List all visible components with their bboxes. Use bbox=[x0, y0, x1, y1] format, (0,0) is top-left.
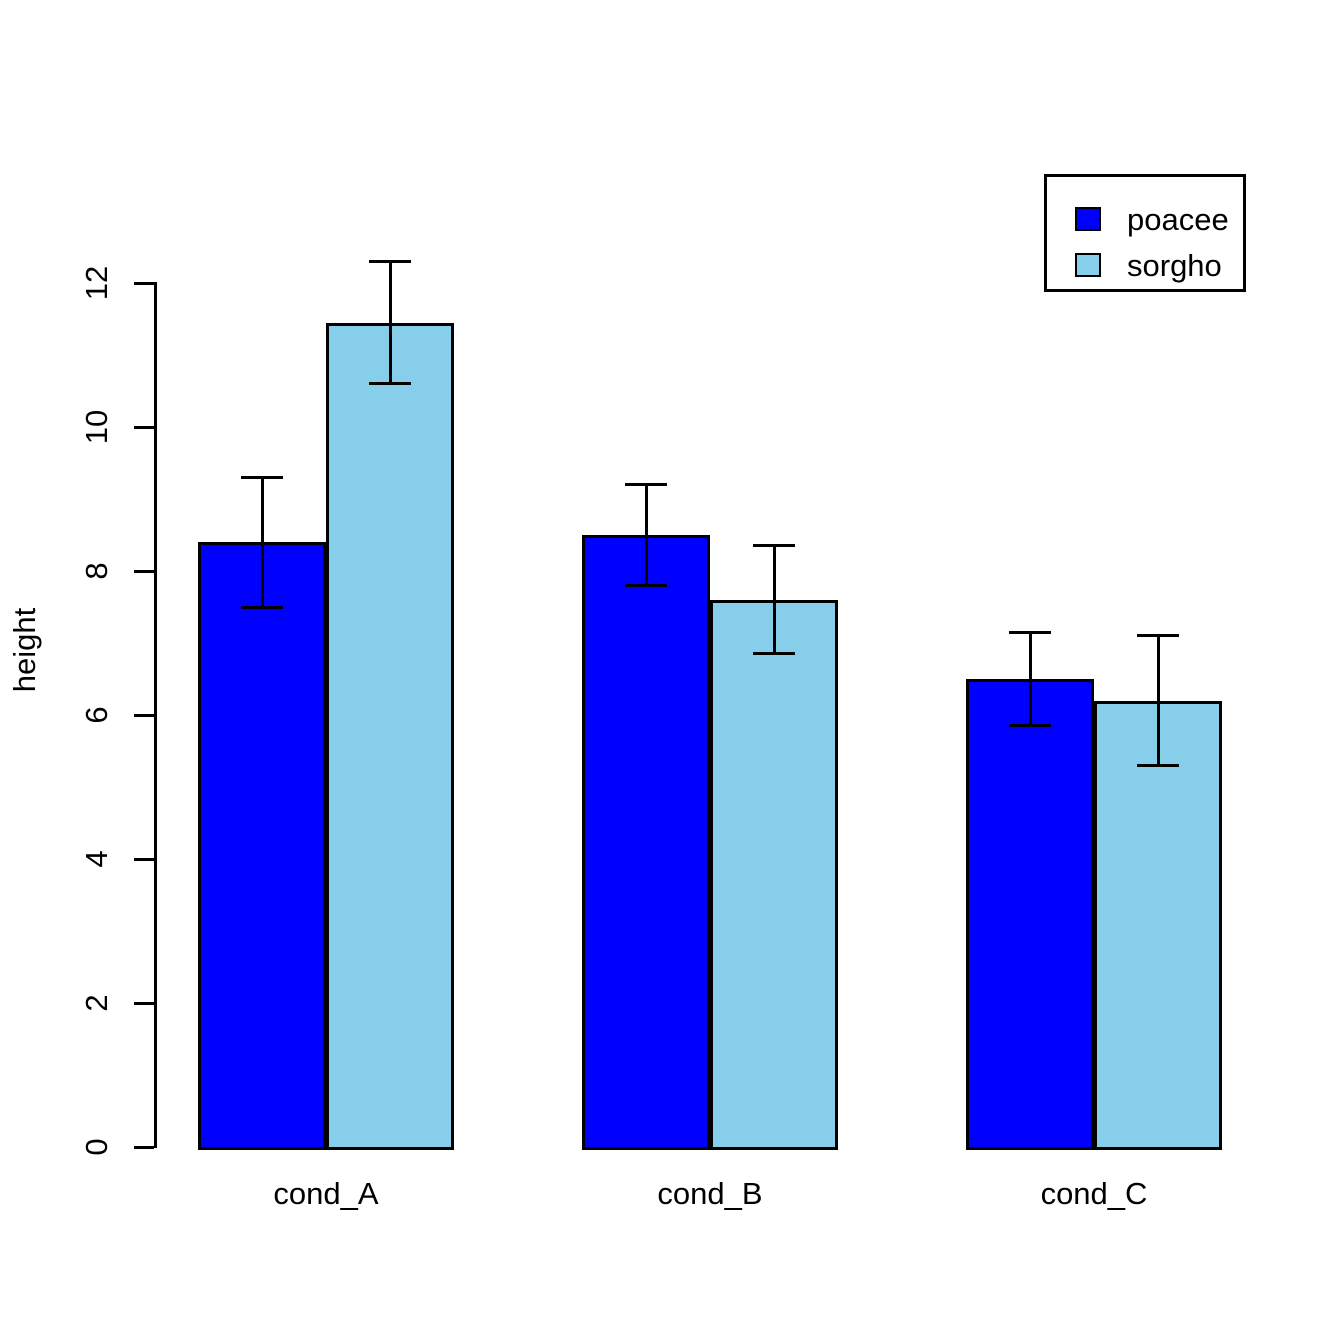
y-tick-mark bbox=[134, 281, 154, 285]
error-bar-cap-top-sorgho-cond_C bbox=[1137, 634, 1179, 638]
legend-item-sorgho: sorgho bbox=[1047, 243, 1243, 289]
legend-label-poacee: poacee bbox=[1127, 202, 1229, 237]
y-tick-label: 8 bbox=[79, 562, 114, 580]
error-bar-cap-top-sorgho-cond_B bbox=[753, 544, 795, 548]
error-bar-line-sorgho-cond_C bbox=[1156, 635, 1160, 766]
error-bar-cap-top-poacee-cond_C bbox=[1009, 630, 1051, 634]
error-bar-line-sorgho-cond_A bbox=[388, 261, 392, 384]
y-tick-label: 0 bbox=[79, 1138, 114, 1156]
error-bar-cap-bottom-poacee-cond_B bbox=[625, 583, 667, 587]
error-bar-cap-top-poacee-cond_B bbox=[625, 483, 667, 487]
y-tick-mark bbox=[134, 569, 154, 573]
x-category-label-cond_C: cond_C bbox=[1040, 1176, 1148, 1211]
bar-poacee-cond_A bbox=[198, 542, 326, 1150]
legend-label-sorgho: sorgho bbox=[1127, 248, 1222, 283]
error-bar-line-sorgho-cond_B bbox=[772, 545, 776, 654]
y-tick-label: 6 bbox=[79, 706, 114, 724]
y-axis-title: height bbox=[7, 607, 42, 693]
y-tick-label: 2 bbox=[79, 994, 114, 1012]
error-bar-line-poacee-cond_C bbox=[1028, 632, 1032, 726]
bar-poacee-cond_B bbox=[582, 535, 710, 1150]
bar-sorgho-cond_A bbox=[326, 322, 454, 1150]
y-tick-mark bbox=[134, 857, 154, 861]
legend: poacee sorgho bbox=[1044, 174, 1246, 292]
y-tick-mark bbox=[134, 1145, 154, 1149]
legend-swatch-sorgho bbox=[1075, 253, 1101, 277]
error-bar-cap-bottom-sorgho-cond_C bbox=[1137, 763, 1179, 767]
y-tick-label: 10 bbox=[79, 409, 114, 445]
bar-sorgho-cond_B bbox=[710, 599, 838, 1150]
y-tick-label: 4 bbox=[79, 850, 114, 868]
error-bar-cap-bottom-sorgho-cond_A bbox=[369, 382, 411, 386]
legend-swatch-poacee bbox=[1075, 207, 1101, 231]
error-bar-line-poacee-cond_B bbox=[644, 484, 648, 586]
error-bar-cap-bottom-poacee-cond_C bbox=[1009, 724, 1051, 728]
x-category-label-cond_A: cond_A bbox=[273, 1176, 379, 1211]
y-tick-mark bbox=[134, 425, 154, 429]
bar-poacee-cond_C bbox=[966, 679, 1094, 1150]
error-bar-line-poacee-cond_A bbox=[260, 477, 264, 607]
error-bar-cap-bottom-sorgho-cond_B bbox=[753, 652, 795, 656]
legend-item-poacee: poacee bbox=[1047, 197, 1243, 243]
error-bar-cap-top-sorgho-cond_A bbox=[369, 259, 411, 263]
y-tick-mark bbox=[134, 1001, 154, 1005]
error-bar-cap-bottom-poacee-cond_A bbox=[241, 605, 283, 609]
x-category-label-cond_B: cond_B bbox=[657, 1176, 763, 1211]
error-bar-cap-top-poacee-cond_A bbox=[241, 475, 283, 479]
y-tick-mark bbox=[134, 713, 154, 717]
y-axis-line bbox=[154, 282, 157, 1148]
y-tick-label: 12 bbox=[79, 265, 114, 301]
bar-sorgho-cond_C bbox=[1094, 700, 1222, 1150]
